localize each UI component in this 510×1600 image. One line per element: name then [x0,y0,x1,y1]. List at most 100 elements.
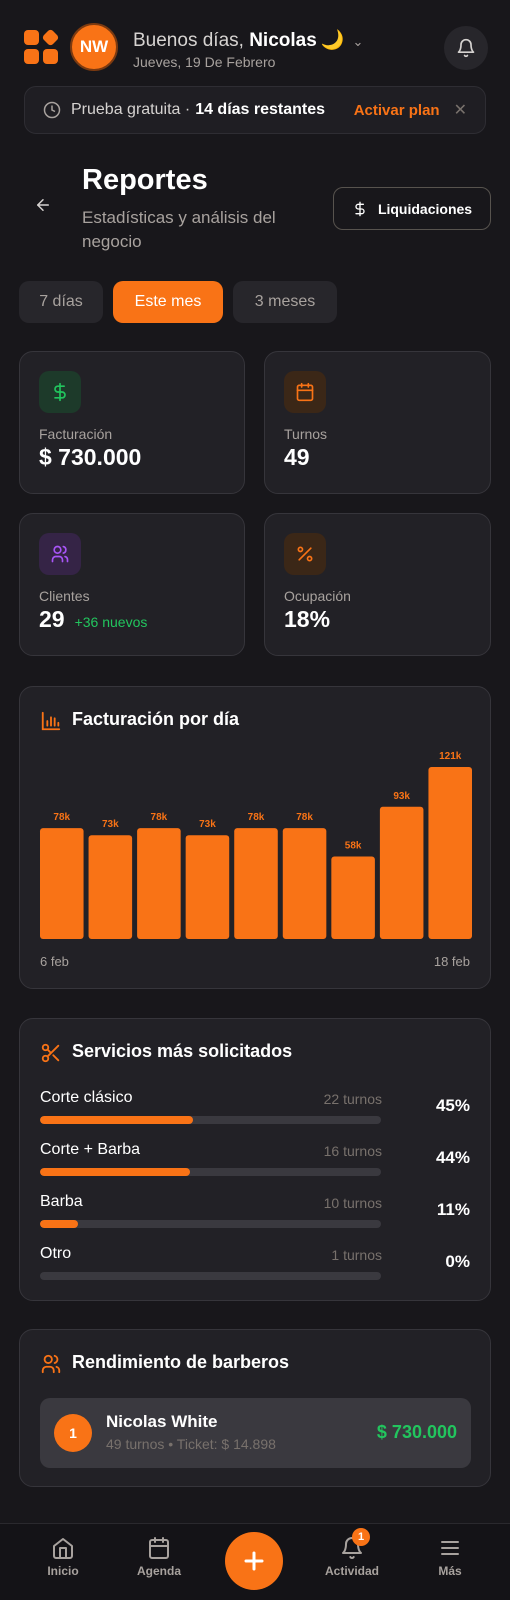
barbers-card: Rendimiento de barberos 1 Nicolas White … [19,1329,491,1487]
chart-bar[interactable] [282,828,327,939]
chart-data-label: 93k [393,791,410,802]
service-count: 16 turnos [323,1143,382,1159]
barber-name: Nicolas White [106,1412,218,1431]
services-card: Servicios más solicitados Corte clásico … [19,1018,491,1301]
barbers-title: Rendimiento de barberos [72,1352,290,1372]
tab-7-dias[interactable]: 7 días [19,281,103,323]
chart-bar[interactable] [88,835,133,939]
service-count: 10 turnos [323,1195,382,1211]
service-percent: 45% [435,1096,470,1115]
barber-amount: $ 730.000 [376,1422,457,1442]
nav-agenda[interactable]: Agenda [119,1536,199,1578]
current-date: Jueves, 19 De Febrero [133,54,276,70]
page-subtitle: Estadísticas y análisis del negocio [82,208,276,251]
notification-badge: 1 [352,1528,370,1546]
trial-label: Prueba gratuita · [71,101,191,118]
chart-bar[interactable] [331,856,375,939]
chart-bar[interactable] [40,828,84,939]
chart-bar[interactable] [379,806,424,939]
add-button[interactable] [225,1532,283,1590]
stat-ocupacion: Ocupación 18% [264,513,491,656]
moon-icon: 🌙 [320,30,345,51]
users-icon [41,1354,61,1374]
chart-data-label: 78k [296,812,313,823]
service-count: 1 turnos [331,1247,382,1263]
revenue-chart-card: Facturación por día 78k 73k 78k 73k 78k 78k 58… [19,686,491,989]
nav-inicio[interactable]: Inicio [23,1536,103,1578]
x-axis-end-label: 18 feb [433,954,470,969]
chart-title: Facturación por día [72,709,240,729]
service-progress-fill [40,1168,191,1176]
nav-mas[interactable]: Más [410,1536,490,1578]
greeting[interactable]: Buenos días, Nicolas 🌙 ⌄ [133,28,363,52]
service-progress-fill [40,1116,194,1124]
service-percent: 11% [436,1200,470,1219]
service-name: Otro [40,1245,72,1262]
barber-row[interactable]: 1 Nicolas White 49 turnos • Ticket: $ 14… [40,1398,471,1468]
back-button[interactable] [34,196,54,216]
bottom-nav: Inicio Agenda 1 Actividad Más [0,1523,510,1600]
page-title: Reportes [82,164,208,196]
service-progress [40,1116,381,1124]
chart-bar[interactable] [185,835,230,939]
avatar[interactable]: NW [70,23,118,71]
stat-turnos: Turnos 49 [264,351,491,494]
service-progress [40,1220,381,1228]
bar-chart: 78k 73k 78k 73k 78k 78k 58k 93k 121k [40,751,472,939]
service-name: Corte + Barba [40,1141,141,1158]
chart-data-label: 78k [53,812,70,823]
chart-data-label: 73k [199,819,216,830]
new-clients-badge: +36 nuevos [74,614,148,630]
chart-data-label: 58k [345,841,362,852]
close-icon[interactable]: ✕ [453,102,467,119]
stat-clientes: Clientes 29 +36 nuevos [19,513,245,656]
greeting-text: Buenos días, [133,30,244,51]
chart-data-label: 78k [151,812,168,823]
chevron-down-icon: ⌄ [352,34,364,49]
tab-este-mes[interactable]: Este mes [113,281,223,323]
services-title: Servicios más solicitados [72,1041,293,1061]
stat-value: $ 730.000 [39,444,142,470]
stat-value-number: 29 [39,606,65,632]
stat-label: Facturación [39,426,113,442]
clock-icon [43,101,61,119]
users-icon [39,533,81,575]
liquidaciones-label: Liquidaciones [377,200,473,217]
activate-plan-link[interactable]: Activar plan [353,101,440,119]
arrow-left-icon [37,199,49,211]
chart-bar[interactable] [137,828,181,939]
x-axis-start-label: 6 feb [40,954,69,969]
nav-label: Inicio [47,1564,79,1578]
notifications-button[interactable] [444,26,488,70]
chart-bar[interactable] [234,828,278,939]
nav-label: Agenda [136,1564,181,1578]
scissors-icon [41,1043,60,1063]
barber-meta: 49 turnos • Ticket: $ 14.898 [106,1436,276,1452]
liquidaciones-button[interactable]: Liquidaciones [333,187,491,230]
app-logo[interactable] [24,28,60,64]
dollar-icon [355,201,365,216]
chart-data-label: 73k [102,819,119,830]
service-progress [40,1272,381,1280]
service-name: Corte clásico [40,1089,133,1106]
service-progress [40,1168,381,1176]
trial-days: 14 días restantes [195,101,326,118]
trial-banner: Prueba gratuita · 14 días restantes Acti… [24,86,486,134]
bar-chart-icon [41,711,61,731]
stat-label: Turnos [284,426,328,442]
stat-facturacion: Facturación $ 730.000 [19,351,245,494]
service-progress-fill [40,1220,78,1228]
calendar-icon [284,371,326,413]
chart-bar[interactable] [428,767,472,939]
service-percent: 44% [435,1148,470,1167]
percent-icon [284,533,326,575]
nav-label: Más [438,1564,462,1578]
nav-label: Actividad [324,1564,379,1578]
tab-3-meses[interactable]: 3 meses [233,281,337,323]
menu-icon [441,1541,459,1555]
service-count: 22 turnos [323,1091,382,1107]
bell-icon [342,1537,362,1559]
nav-actividad[interactable]: 1 Actividad [312,1528,392,1578]
rank-badge: 1 [54,1414,92,1452]
chart-data-label: 78k [248,812,265,823]
